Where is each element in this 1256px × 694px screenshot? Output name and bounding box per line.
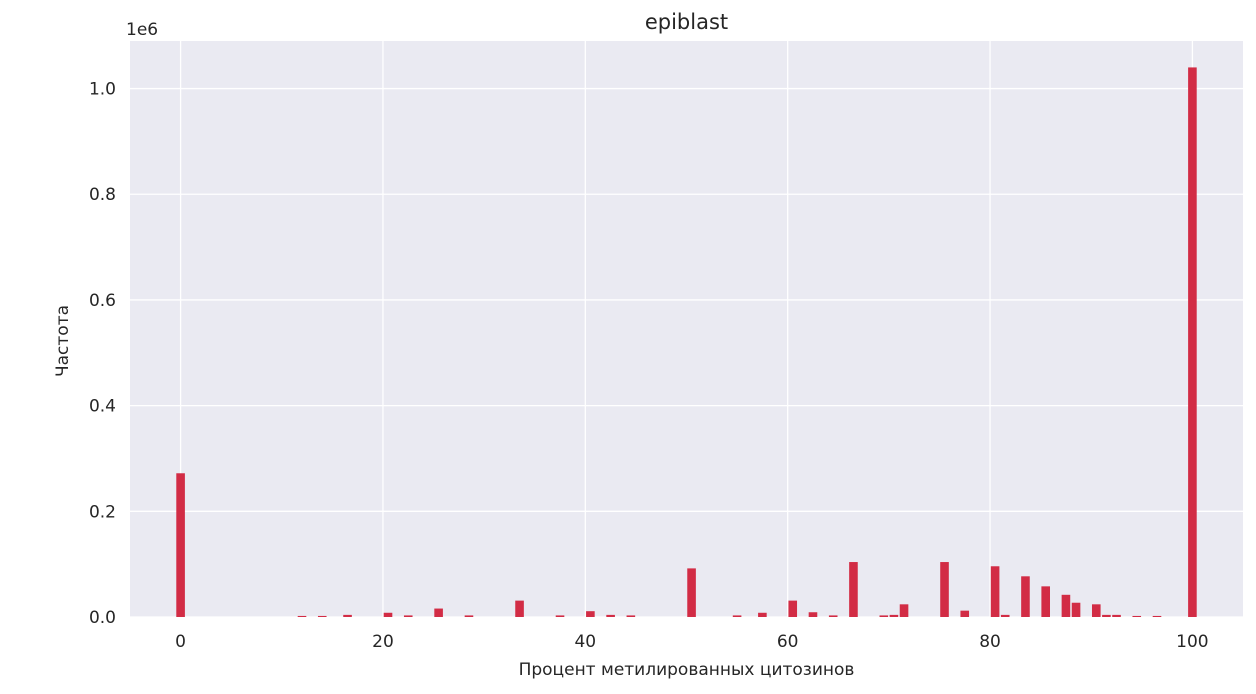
histogram-bar-32	[1102, 614, 1111, 617]
histogram-bar-33	[1112, 614, 1121, 617]
y-tick-label-1: 0.2	[89, 502, 116, 522]
histogram-bar-8	[515, 600, 524, 617]
y-tick-label-5: 1.0	[89, 80, 116, 100]
histogram-bar-2	[317, 615, 327, 617]
histogram-bar-23	[940, 562, 949, 617]
histogram-bar-19	[849, 562, 858, 617]
histogram-bar-24	[960, 610, 970, 617]
chart-title: epiblast	[645, 10, 728, 34]
histogram-bar-29	[1061, 594, 1071, 617]
histogram-bar-34	[1132, 615, 1142, 617]
histogram-bar-31	[1091, 604, 1101, 617]
histogram-bar-35	[1152, 615, 1162, 617]
x-axis-label: Процент метилированных цитозинов	[519, 660, 855, 680]
histogram-bar-30	[1071, 602, 1081, 617]
histogram-bar-13	[687, 568, 696, 617]
histogram-bar-0	[176, 473, 185, 617]
histogram-bar-27	[1021, 576, 1030, 617]
histogram-bar-15	[758, 612, 767, 617]
histogram-bar-22	[899, 604, 909, 617]
histogram-bar-28	[1041, 586, 1050, 617]
histogram-bar-16	[788, 600, 798, 617]
histogram-bar-12	[626, 615, 636, 617]
histogram-bar-4	[383, 612, 393, 617]
y-axis-offset-label: 1e6	[126, 20, 158, 40]
histogram-bar-36	[1188, 67, 1197, 618]
histogram-bar-1	[297, 615, 307, 617]
histogram-bar-6	[434, 608, 443, 617]
histogram-bar-21	[889, 614, 899, 617]
x-tick-label-1: 20	[372, 632, 394, 652]
bars	[176, 67, 1197, 618]
y-tick-label-4: 0.8	[89, 185, 116, 205]
histogram-bar-10	[586, 611, 595, 617]
x-tick-label-0: 0	[175, 632, 186, 652]
histogram-bar-14	[732, 615, 742, 617]
y-axis-label: Частота	[53, 305, 73, 377]
y-tick-label-3: 0.6	[89, 291, 116, 311]
histogram-bar-26	[1000, 614, 1010, 617]
histogram-bar-7	[464, 615, 474, 617]
x-tick-label-4: 80	[979, 632, 1001, 652]
y-tick-label-2: 0.4	[89, 397, 116, 417]
histogram-bar-25	[990, 566, 1000, 617]
y-tick-label-0: 0.0	[89, 608, 116, 628]
histogram-bar-18	[828, 615, 838, 617]
y-tick-labels: 0.0 0.2 0.4 0.6 0.8 1.0	[89, 80, 116, 628]
x-tick-label-5: 100	[1176, 632, 1208, 652]
plot-background	[130, 41, 1243, 617]
histogram-bar-17	[808, 612, 818, 617]
histogram-bar-9	[555, 615, 565, 617]
histogram-bar-11	[606, 614, 615, 617]
histogram-bar-5	[403, 615, 413, 617]
histogram-bar-3	[343, 614, 352, 617]
histogram-bar-20	[879, 615, 889, 617]
x-tick-labels: 0 20 40 60 80 100	[175, 632, 1208, 652]
x-tick-label-3: 60	[777, 632, 799, 652]
x-tick-label-2: 40	[574, 632, 596, 652]
